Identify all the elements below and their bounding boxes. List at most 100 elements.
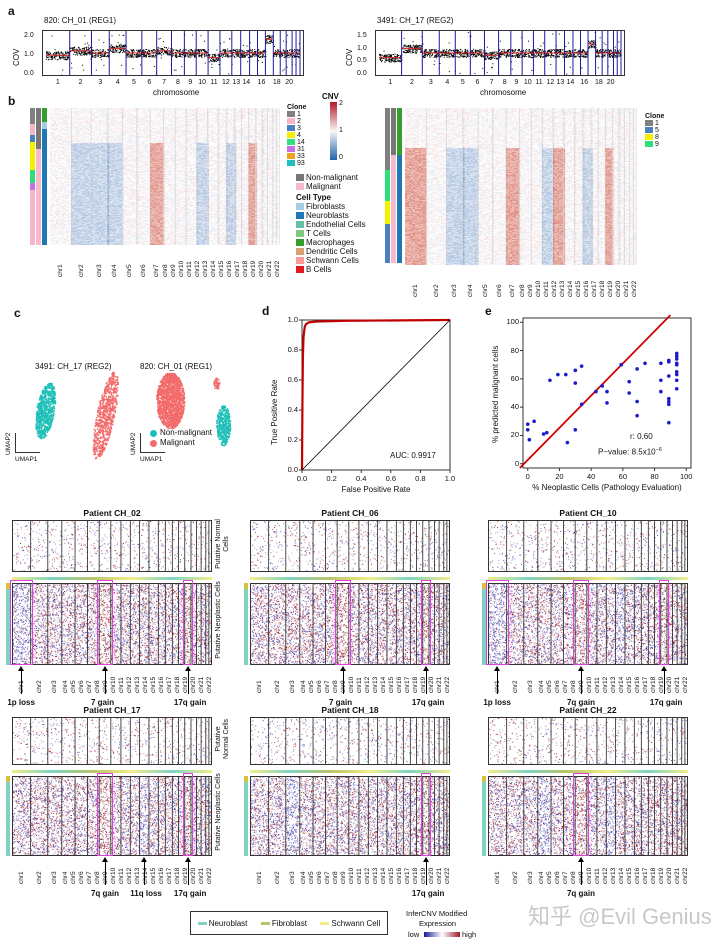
cov-xtick: 11 (535, 79, 543, 86)
annotation-bar (42, 121, 47, 129)
legend-title: Clone (287, 104, 307, 111)
cov-xtick: 7 (162, 79, 167, 86)
chr-label: chr7 (561, 871, 569, 884)
plot-frame (522, 317, 692, 469)
chr-label: chr5 (307, 871, 315, 884)
highlight-box (573, 773, 589, 856)
chr-label: chr17 (233, 260, 241, 277)
cnv-event-label: 17q gain (411, 889, 445, 898)
chr-label: chr2 (77, 264, 85, 277)
chr-label: chr8 (331, 871, 339, 884)
chr-label: chr8 (93, 680, 101, 693)
chr-label: chr11 (542, 281, 550, 297)
neoplastic-side-bar (482, 776, 486, 856)
legend-item: 1 (287, 111, 306, 118)
legend-item: 8 (645, 134, 664, 141)
chr-label: chr4 (299, 871, 307, 884)
x-tick-label: 1.0 (444, 474, 456, 483)
chr-label: chr1 (255, 680, 263, 693)
neoplastic-cells-heatmap (250, 776, 450, 856)
chr-label: chr5 (69, 871, 77, 884)
annotation-arrow (104, 668, 106, 694)
chr-label: chr6 (315, 871, 323, 884)
cov-xtick: 1 (388, 79, 393, 86)
chr-label: chr18 (411, 867, 419, 884)
cov-xtick: 14 (566, 79, 575, 86)
legend: Clone 1 2 3 4 14 31 33 93 (287, 104, 306, 167)
side-label-normal: Putative Normal Cells (215, 718, 230, 760)
legend-label: T Cells (306, 229, 331, 238)
chr-label: chr11 (593, 868, 601, 884)
chr-label: chr13 (133, 867, 141, 884)
arrowhead-icon (422, 857, 429, 862)
cell-type-bar (488, 770, 688, 773)
cov-xtick: 4 (115, 79, 120, 86)
data-point (544, 430, 549, 435)
legend-label: Malignant (306, 182, 341, 191)
highlight-box (658, 580, 669, 665)
data-point (674, 372, 679, 377)
legend-swatch (296, 257, 304, 265)
auc-annotation: AUC: 0.9917 (390, 451, 436, 460)
cov-xtick: 6 (475, 79, 480, 86)
chr-label: chr22 (681, 867, 689, 884)
chr-label: chr16 (633, 676, 641, 693)
data-point (605, 401, 609, 405)
chr-label: chr10 (109, 676, 117, 693)
legend-item: Dendritic Cells (296, 247, 366, 256)
legend-item: T Cells (296, 229, 366, 238)
chr-label: chr15 (625, 676, 633, 693)
x-tick-label: 60 (618, 472, 628, 481)
highlight-box (97, 773, 113, 856)
chr-label: chr16 (582, 280, 590, 297)
legend-swatch (645, 141, 653, 148)
chr-label: chr2 (35, 680, 43, 693)
y-tick-label: 100 (506, 317, 519, 327)
patient-title: Patient CH_10 (559, 508, 617, 518)
chr-label: chr16 (225, 260, 233, 277)
highlight-box (486, 580, 509, 665)
chr-label: chr11 (117, 868, 125, 884)
chr-label: chr14 (379, 676, 387, 693)
chr-label: chr5 (481, 284, 489, 297)
data-point (659, 389, 663, 394)
chr-label: chr9 (526, 284, 534, 297)
panel-label-c: c (14, 306, 21, 320)
data-point (548, 378, 552, 383)
cov-plot (375, 30, 625, 76)
cov-ytick: 1.0 (24, 51, 34, 58)
legend-item: 33 (287, 153, 306, 160)
cnv-event-label: 17q gain (649, 698, 683, 707)
chr-label: chr5 (545, 680, 553, 693)
legend-swatch (260, 921, 270, 925)
chr-label: chr3 (527, 871, 535, 884)
legend-label: 14 (297, 139, 305, 146)
chr-label: chr21 (265, 260, 273, 277)
annotation-bar (30, 190, 35, 245)
arrowhead-icon (494, 666, 501, 671)
chr-label: chr13 (371, 676, 379, 693)
x-tick-label: 0.6 (385, 474, 397, 483)
chr-label: chr12 (601, 867, 609, 884)
cov-xtick: 1 (55, 79, 60, 86)
highlight-box (97, 580, 113, 665)
chr-label: chr13 (609, 867, 617, 884)
umap-legend-dot (150, 430, 157, 437)
chr-label: chr9 (339, 871, 347, 884)
annotation-arrow (144, 859, 146, 885)
x-tick-label: 0.0 (296, 474, 308, 483)
legend: Clone 1 5 8 9 (645, 113, 664, 148)
cnv-heatmap-left (50, 108, 280, 245)
annotation-arrow (580, 668, 582, 694)
chr-label: chr12 (363, 676, 371, 693)
arrowhead-icon (339, 666, 346, 671)
cell-type-legend-box: Neuroblast Fibroblast Schwann Cell (190, 911, 388, 935)
cov-xtick: 13 (556, 79, 565, 86)
patient-title: Patient CH_18 (321, 705, 379, 715)
legend-label: Endothelial Cells (306, 220, 366, 229)
data-point (565, 440, 570, 445)
expr-legend-title-1: InferCNV Modified (406, 909, 468, 918)
cov-xtick: 7 (489, 79, 494, 86)
legend-label: 8 (655, 134, 659, 141)
data-point (627, 391, 631, 395)
